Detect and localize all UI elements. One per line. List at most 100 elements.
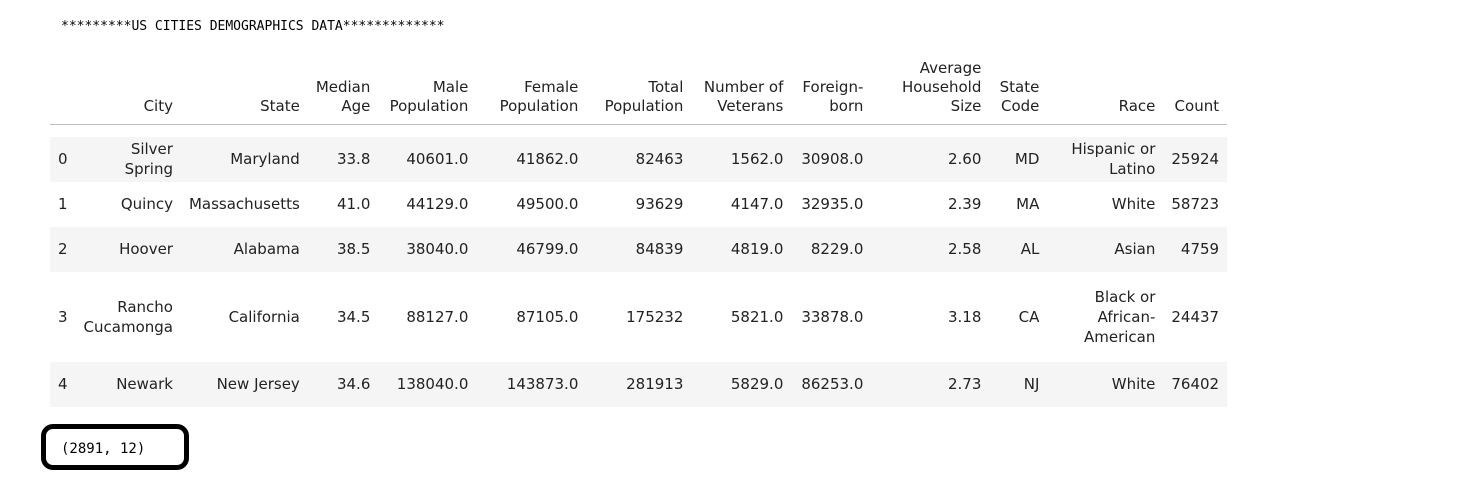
cell-foreign-born: 32935.0 xyxy=(801,195,864,213)
column-header-label: Number of xyxy=(703,77,784,96)
header-row: City State Median Age Male Population Fe… xyxy=(50,50,1228,125)
column-header-state-code: State Code xyxy=(989,50,1048,125)
table-row: 3 Rancho Cucamonga California 34.5 88127… xyxy=(50,272,1227,362)
table-header: City State Median Age Male Population Fe… xyxy=(50,50,1228,125)
column-header-number-of-veterans: Number of Veterans xyxy=(691,50,792,125)
cell-number-of-veterans: 5829.0 xyxy=(730,375,784,393)
table-row: 4 Newark New Jersey 34.6 138040.0 143873… xyxy=(50,361,1228,407)
cell-count: 58723 xyxy=(1171,195,1220,213)
cell-state: Maryland xyxy=(230,150,300,168)
cell-total-population: 281913 xyxy=(626,375,684,393)
cell-city: Hoover xyxy=(119,240,173,258)
column-header-label: Veterans xyxy=(717,96,784,115)
column-header-label: Male xyxy=(432,77,469,96)
column-header-label: Population xyxy=(604,96,684,115)
dataframe-table: City State Median Age Male Population Fe… xyxy=(50,50,1228,407)
cell-female-population: 46799.0 xyxy=(516,240,579,258)
column-header-state: State xyxy=(180,50,308,125)
cell-total-population: 82463 xyxy=(635,150,684,168)
cell-city: Silver Spring xyxy=(124,140,173,178)
row-index: 3 xyxy=(58,307,68,326)
table-row: 0 Silver Spring Maryland 33.8 40601.0 41… xyxy=(50,136,1228,182)
cell-count: 76402 xyxy=(1171,375,1220,393)
cell-state-code: CA xyxy=(1018,307,1040,326)
column-header-label: Population xyxy=(499,96,579,115)
cell-male-population: 38040.0 xyxy=(406,240,469,258)
cell-count: 25924 xyxy=(1171,150,1220,168)
column-header-label: Race xyxy=(1118,96,1156,115)
cell-state: Alabama xyxy=(233,240,300,258)
column-header-label: City xyxy=(143,96,173,115)
cell-foreign-born: 30908.0 xyxy=(801,150,864,168)
table-spacer xyxy=(50,124,1227,137)
column-header-label: Female xyxy=(524,77,579,96)
column-header-label: Code xyxy=(1000,96,1040,115)
cell-count: 24437 xyxy=(1171,307,1220,326)
cell-city: Rancho Cucamonga xyxy=(83,297,173,336)
cell-average-household-size: 2.60 xyxy=(947,150,982,168)
cell-male-population: 138040.0 xyxy=(396,375,469,393)
cell-male-population: 40601.0 xyxy=(406,150,469,168)
cell-foreign-born: 8229.0 xyxy=(810,240,864,258)
cell-male-population: 44129.0 xyxy=(406,195,469,213)
column-header-female-population: Female Population xyxy=(476,50,587,125)
cell-total-population: 93629 xyxy=(635,195,684,213)
cell-state-code: AL xyxy=(1020,240,1040,258)
cell-number-of-veterans: 4819.0 xyxy=(730,240,784,258)
column-header-label: Household xyxy=(901,77,982,96)
cell-state-code: MA xyxy=(1016,195,1040,213)
table-row: 2 Hoover Alabama 38.5 38040.0 46799.0 84… xyxy=(50,226,1228,272)
cell-median-age: 41.0 xyxy=(336,195,371,213)
column-header-male-population: Male Population xyxy=(378,50,477,125)
column-header-label: State xyxy=(999,77,1040,96)
column-header-median-age: Median Age xyxy=(307,50,379,125)
cell-foreign-born: 33878.0 xyxy=(801,307,864,326)
cell-male-population: 88127.0 xyxy=(406,307,469,326)
column-header-label: Total xyxy=(648,77,684,96)
cell-number-of-veterans: 1562.0 xyxy=(730,150,784,168)
cell-race: White xyxy=(1111,195,1156,213)
cell-state: California xyxy=(228,307,300,326)
row-index: 4 xyxy=(58,375,68,393)
table-row: 1 Quincy Massachusetts 41.0 44129.0 4950… xyxy=(50,182,1227,227)
column-header-label: Foreign- xyxy=(802,77,864,96)
cell-median-age: 34.6 xyxy=(336,375,371,393)
column-header-average-household-size: Average Household Size xyxy=(871,50,990,125)
cell-state-code: MD xyxy=(1014,150,1040,168)
print-output-banner: *********US CITIES DEMOGRAPHICS DATA****… xyxy=(61,19,445,34)
column-header-city: City xyxy=(75,50,181,125)
column-header-label: Size xyxy=(950,96,982,115)
column-header-label: Median xyxy=(315,77,371,96)
cell-average-household-size: 2.58 xyxy=(947,240,982,258)
column-header-count: Count xyxy=(1163,50,1228,125)
cell-average-household-size: 2.73 xyxy=(947,375,982,393)
cell-female-population: 49500.0 xyxy=(516,195,579,213)
column-header-label: Count xyxy=(1174,96,1220,115)
cell-female-population: 87105.0 xyxy=(516,307,579,326)
row-index: 2 xyxy=(58,240,68,258)
shape-output-highlighted: (2891, 12) xyxy=(41,424,189,470)
column-header-total-population: Total Population xyxy=(586,50,692,125)
cell-number-of-veterans: 4147.0 xyxy=(730,195,784,213)
column-header-label: born xyxy=(829,96,864,115)
column-header-label: Average xyxy=(919,58,982,77)
row-index: 1 xyxy=(58,195,68,213)
cell-count: 4759 xyxy=(1180,240,1220,258)
cell-total-population: 175232 xyxy=(626,307,684,326)
column-header-label: Population xyxy=(389,96,469,115)
cell-state: Massachusetts xyxy=(188,195,300,213)
row-index: 0 xyxy=(58,150,68,168)
cell-state-code: NJ xyxy=(1023,375,1040,393)
table-body: 0 Silver Spring Maryland 33.8 40601.0 41… xyxy=(50,124,1228,407)
cell-city: Newark xyxy=(116,375,173,393)
index-header xyxy=(50,50,76,125)
cell-number-of-veterans: 5821.0 xyxy=(730,307,784,326)
cell-total-population: 84839 xyxy=(635,240,684,258)
cell-race: Black or African-American xyxy=(1083,287,1156,346)
cell-race: White xyxy=(1111,375,1156,393)
column-header-label: State xyxy=(260,96,300,115)
cell-average-household-size: 3.18 xyxy=(947,307,982,326)
cell-city: Quincy xyxy=(120,195,173,213)
dataframe-output: City State Median Age Male Population Fe… xyxy=(50,50,1228,407)
cell-median-age: 34.5 xyxy=(336,307,371,326)
